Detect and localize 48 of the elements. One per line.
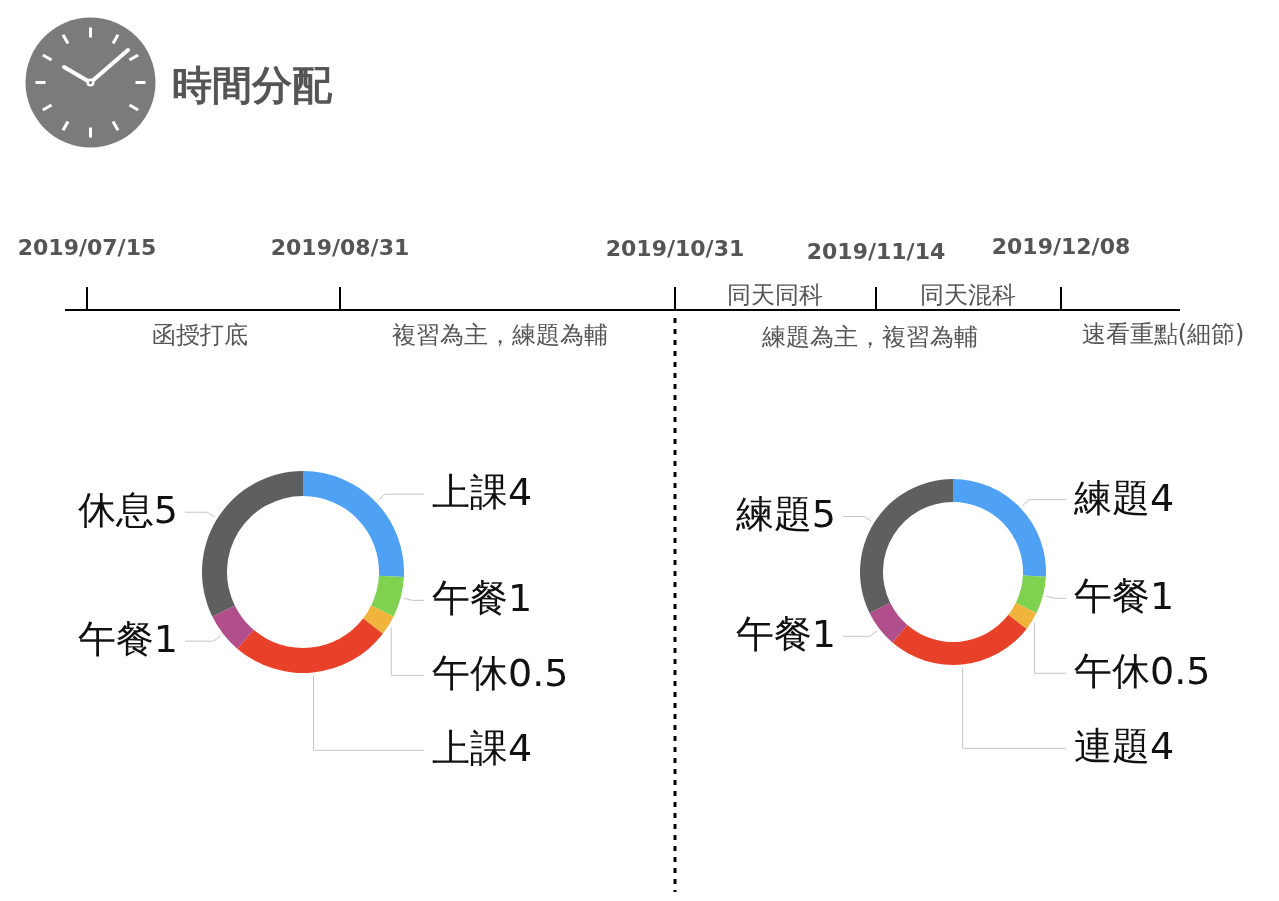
donut-slice [371, 575, 404, 617]
text: 同天同科 [727, 281, 823, 309]
slice-label: 上課 [432, 470, 508, 515]
category-label: 2019/08/31 [270, 235, 410, 260]
data-label: 1 [508, 576, 533, 621]
donut-slice [892, 614, 1027, 665]
slice-label: 午餐 [432, 576, 508, 621]
category-label: 2019/10/31 [605, 236, 745, 261]
text: 函授打底 [152, 321, 248, 349]
text: 同天混科 [920, 281, 1016, 309]
donut-slice [202, 471, 303, 617]
category-label: 2019/11/14 [806, 239, 946, 264]
data-label: 1 [811, 612, 837, 657]
data-label: 5 [811, 492, 837, 537]
donut-slice [1008, 602, 1037, 629]
donut-slice [869, 602, 908, 643]
slice-label: 午休 [1074, 649, 1150, 694]
slice-label: 練題 [1073, 475, 1150, 520]
category-label: 2019/12/08 [991, 234, 1131, 259]
text: 時間分配 [172, 62, 333, 108]
donut-slice [953, 479, 1046, 577]
data-label: 0.5 [508, 651, 569, 696]
text: 練題為主，複習為輔 [761, 323, 978, 351]
slice-label: 午休 [432, 651, 508, 696]
donut-slice [860, 479, 953, 613]
slice-label: 練題 [734, 492, 812, 537]
data-label: 4 [508, 726, 533, 771]
slice-label: 午餐 [1074, 574, 1150, 619]
donut-slice [1015, 575, 1046, 613]
data-label: 5 [153, 488, 179, 533]
donut-slice [363, 605, 394, 634]
data-label: 1 [153, 617, 179, 662]
data-label: 4 [1150, 475, 1175, 520]
text: 速看重點(細節) [1081, 320, 1245, 348]
donut-slice [237, 618, 383, 673]
slice-label: 休息 [77, 488, 154, 533]
category-label: 2019/07/15 [17, 235, 157, 260]
slice-label: 午餐 [77, 617, 154, 662]
slice-label: 午餐 [735, 612, 812, 657]
donut-slice [303, 471, 404, 578]
data-label: 4 [508, 470, 533, 515]
slice-label: 上課 [432, 726, 508, 771]
text: 複習為主，練題為輔 [392, 321, 608, 349]
data-label: 0.5 [1150, 649, 1211, 694]
data-label: 4 [1150, 724, 1175, 769]
data-label: 1 [1150, 574, 1175, 619]
slice-label: 連題 [1074, 724, 1150, 769]
donut-slice [212, 605, 254, 649]
